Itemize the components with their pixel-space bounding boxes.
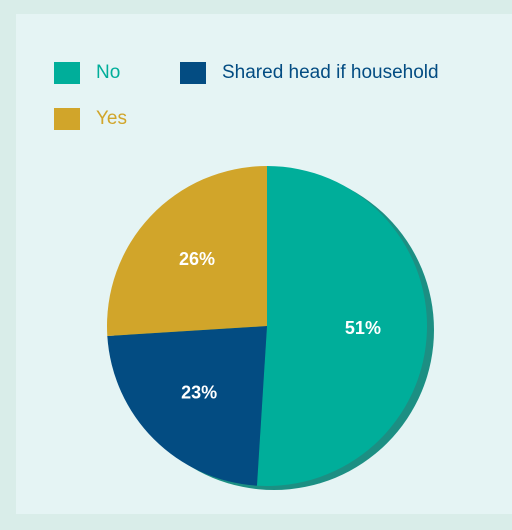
pie-chart: 51% 23% 26%: [107, 166, 434, 490]
pie-slice-no: [256, 166, 428, 486]
legend-swatch-shared-head: [180, 62, 206, 84]
pie-slice-label-yes: 26%: [179, 249, 215, 269]
pie-slice-shared-head-if-household: [107, 326, 267, 486]
legend-swatch-no: [54, 62, 80, 84]
pie-slices: [107, 166, 428, 486]
legend-label-yes: Yes: [96, 108, 127, 129]
legend-item-no: No: [54, 62, 120, 84]
pie-slice-label-shared-head-if-household: 23%: [181, 383, 217, 403]
legend-item-shared-head: Shared head if household: [180, 62, 439, 84]
legend-label-no: No: [96, 62, 121, 83]
legend-item-yes: Yes: [54, 108, 127, 130]
pie-slice-label-no: 51%: [345, 318, 381, 338]
chart-panel: No Shared head if household Yes 51% 23% 26…: [16, 14, 512, 514]
pie-slice-yes: [107, 166, 267, 337]
legend-label-shared-head: Shared head if household: [222, 62, 439, 83]
pie-labels: 51% 23% 26%: [179, 249, 381, 403]
legend-swatch-yes: [54, 108, 80, 130]
